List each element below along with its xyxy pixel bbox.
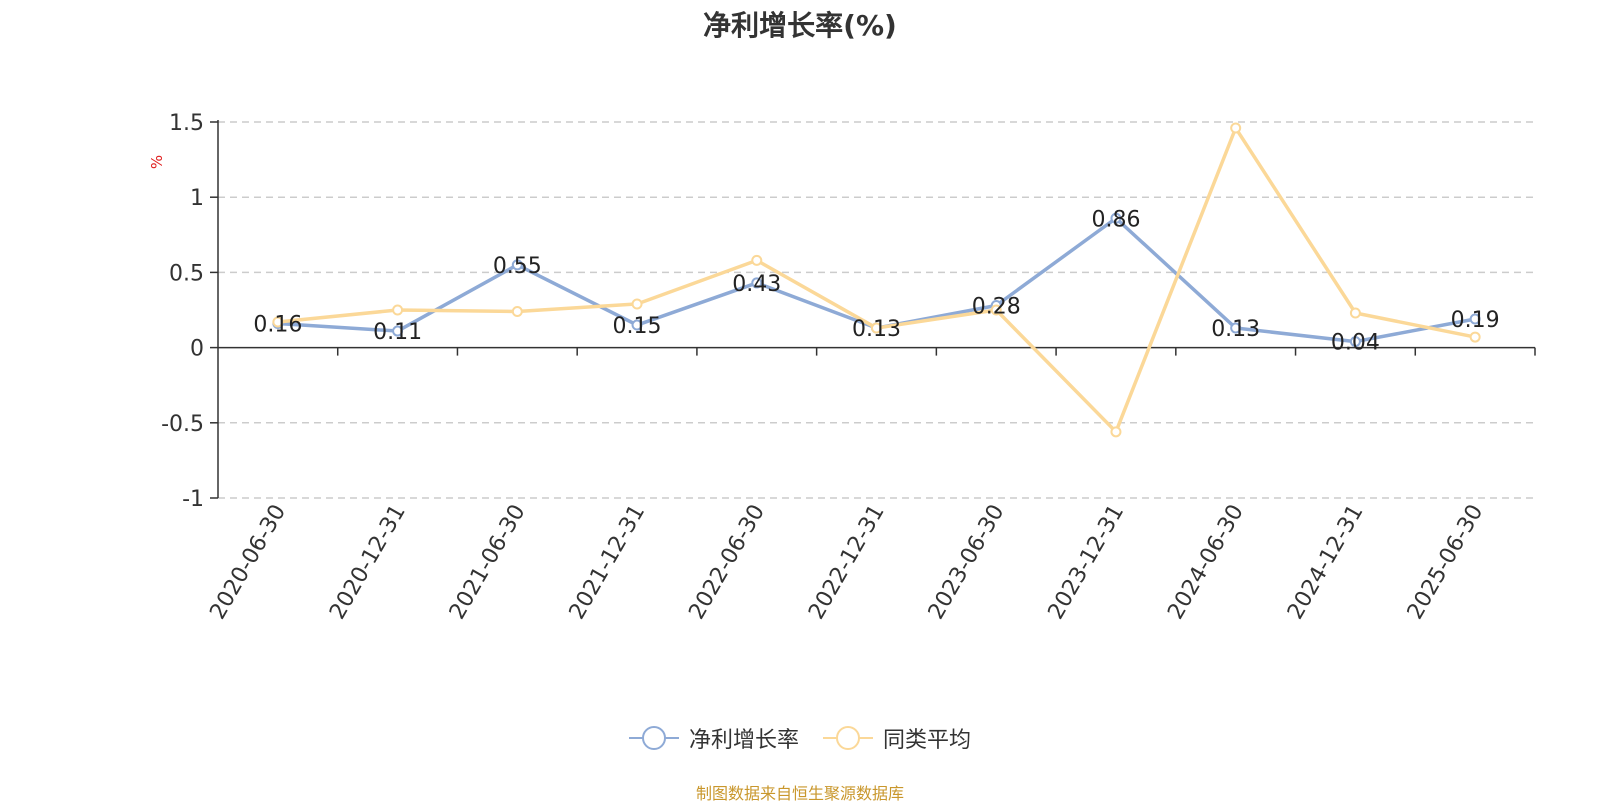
x-tick-label: 2024-06-30 bbox=[1163, 501, 1249, 624]
data-label: 0.11 bbox=[373, 320, 422, 345]
legend-item-net-profit-growth[interactable]: 净利增长率 bbox=[629, 722, 799, 754]
y-tick-label: 1.5 bbox=[169, 111, 204, 136]
data-label: 0.04 bbox=[1331, 331, 1380, 356]
x-tick-label: 2022-12-31 bbox=[804, 501, 890, 624]
y-tick-label: 0 bbox=[190, 337, 204, 362]
x-tick-label: 2023-06-30 bbox=[924, 501, 1010, 624]
y-axis-unit: % bbox=[148, 155, 166, 169]
legend: 净利增长率 同类平均 bbox=[0, 722, 1600, 754]
data-point[interactable] bbox=[1351, 309, 1360, 318]
data-label: 0.43 bbox=[732, 272, 781, 297]
data-label: 0.19 bbox=[1451, 308, 1500, 333]
data-point[interactable] bbox=[1471, 333, 1480, 342]
x-tick-label: 2021-06-30 bbox=[445, 501, 531, 624]
legend-swatch-circle-icon bbox=[823, 724, 873, 752]
legend-label: 净利增长率 bbox=[689, 722, 799, 754]
data-labels: 0.16 0.11 0.55 0.15 0.43 0.13 0.28 0.86 0.13 0.04… bbox=[253, 207, 1499, 355]
data-point[interactable] bbox=[513, 307, 522, 316]
legend-label: 同类平均 bbox=[883, 722, 971, 754]
y-tick-label: -0.5 bbox=[161, 412, 204, 437]
data-point[interactable] bbox=[1231, 124, 1240, 133]
data-label: 0.16 bbox=[253, 313, 302, 338]
x-tick-label: 2025-06-30 bbox=[1403, 501, 1489, 624]
data-label: 0.28 bbox=[972, 294, 1021, 319]
y-tick-label: -1 bbox=[182, 487, 204, 512]
data-label: 0.86 bbox=[1091, 207, 1140, 232]
data-label: 0.15 bbox=[613, 314, 662, 339]
data-point[interactable] bbox=[393, 306, 402, 315]
data-label: 0.55 bbox=[493, 254, 542, 279]
legend-item-peer-average[interactable]: 同类平均 bbox=[823, 722, 971, 754]
data-point[interactable] bbox=[633, 299, 642, 308]
source-note: 制图数据来自恒生聚源数据库 bbox=[0, 780, 1600, 804]
y-tick-label: 1 bbox=[190, 186, 204, 211]
x-tick-label: 2022-06-30 bbox=[684, 501, 770, 624]
data-point[interactable] bbox=[752, 256, 761, 265]
x-tick-label: 2024-12-31 bbox=[1283, 501, 1369, 624]
data-point[interactable] bbox=[1111, 427, 1120, 436]
x-tick-label: 2023-12-31 bbox=[1044, 501, 1130, 624]
legend-swatch-circle-icon bbox=[629, 724, 679, 752]
series-lines bbox=[273, 124, 1479, 437]
data-label: 0.13 bbox=[852, 317, 901, 342]
y-tick-label: 0.5 bbox=[169, 261, 204, 286]
y-tick-labels: 1.5 1 0.5 0 -0.5 -1 bbox=[161, 111, 204, 512]
x-tick-label: 2021-12-31 bbox=[565, 501, 651, 624]
x-tick-label: 2020-12-31 bbox=[325, 501, 411, 624]
x-tick-label: 2020-06-30 bbox=[205, 501, 291, 624]
x-tick-labels: 2020-06-30 2020-12-31 2021-06-30 2021-12-31… bbox=[205, 501, 1488, 624]
series-line-1 bbox=[278, 128, 1475, 432]
data-label: 0.13 bbox=[1211, 317, 1260, 342]
